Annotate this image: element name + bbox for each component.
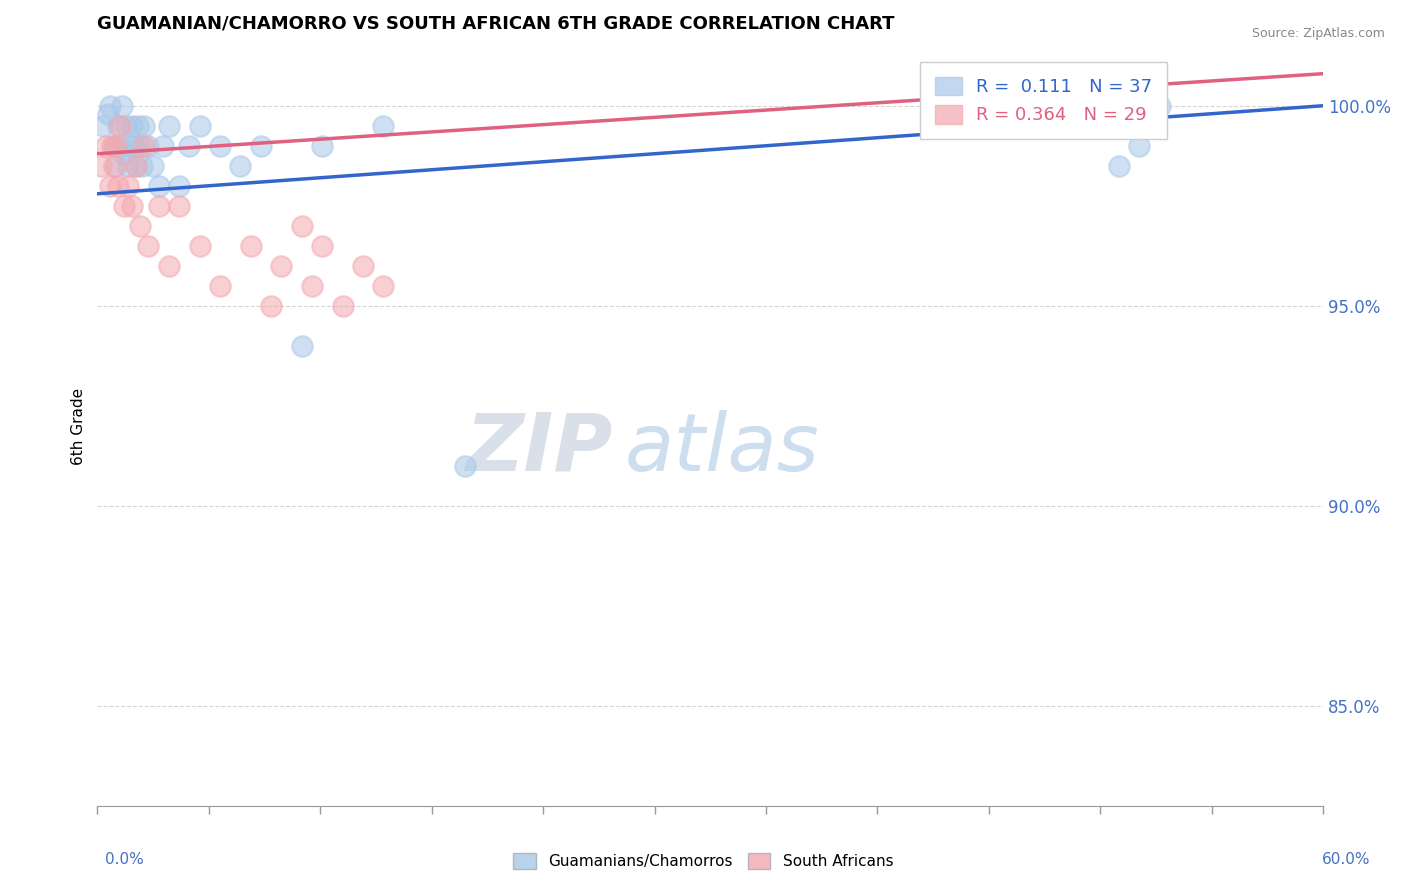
Point [179,138,201,153]
Point [98,178,121,193]
Point [311,138,333,153]
Point [104,159,127,173]
Point [117,159,139,173]
Point [291,339,314,353]
Text: Source: ZipAtlas.com: Source: ZipAtlas.com [1251,27,1385,40]
Text: 0.0%: 0.0% [105,852,145,867]
Point [188,119,211,133]
Point [121,199,143,213]
Point [148,178,170,193]
Legend: Guamanians/Chamorros, South Africans: Guamanians/Chamorros, South Africans [506,847,900,875]
Point [103,138,125,153]
Point [141,159,163,173]
Point [1149,99,1171,113]
Text: 60.0%: 60.0% [1323,852,1371,867]
Point [129,219,152,233]
Point [373,278,395,293]
Point [157,119,180,133]
Point [108,138,131,153]
Point [260,299,283,313]
Point [107,178,129,193]
Point [122,138,145,153]
Point [103,159,125,173]
Point [249,138,271,153]
Point [167,178,190,193]
Point [121,119,143,133]
Point [93,119,115,133]
Legend: R =  0.111   N = 37, R = 0.364   N = 29: R = 0.111 N = 37, R = 0.364 N = 29 [921,62,1167,139]
Point [115,119,138,133]
Point [188,239,211,253]
Text: atlas: atlas [624,409,820,488]
Point [118,138,141,153]
Point [108,119,131,133]
Point [111,99,134,113]
Point [148,199,170,213]
Point [239,239,262,253]
Text: ZIP: ZIP [465,409,612,488]
Point [373,119,395,133]
Point [152,138,174,153]
Point [125,159,148,173]
Point [1128,138,1150,153]
Point [138,138,160,153]
Point [454,458,477,473]
Point [167,199,190,213]
Point [229,159,252,173]
Point [311,239,333,253]
Point [134,138,156,153]
Point [270,259,292,273]
Point [352,259,374,273]
Point [131,159,153,173]
Point [208,278,231,293]
Point [98,99,121,113]
Text: GUAMANIAN/CHAMORRO VS SOUTH AFRICAN 6TH GRADE CORRELATION CHART: GUAMANIAN/CHAMORRO VS SOUTH AFRICAN 6TH … [97,15,894,33]
Point [112,199,135,213]
Point [138,239,160,253]
Point [301,278,323,293]
Point [127,119,149,133]
Point [1108,159,1130,173]
Point [100,138,122,153]
Point [112,146,135,161]
Point [97,106,120,120]
Y-axis label: 6th Grade: 6th Grade [72,387,86,465]
Point [125,159,148,173]
Point [129,138,152,153]
Point [117,178,139,193]
Point [332,299,354,313]
Point [90,159,112,173]
Point [208,138,231,153]
Point [134,119,156,133]
Point [104,138,127,153]
Point [157,259,180,273]
Point [94,138,117,153]
Point [291,219,314,233]
Point [107,119,129,133]
